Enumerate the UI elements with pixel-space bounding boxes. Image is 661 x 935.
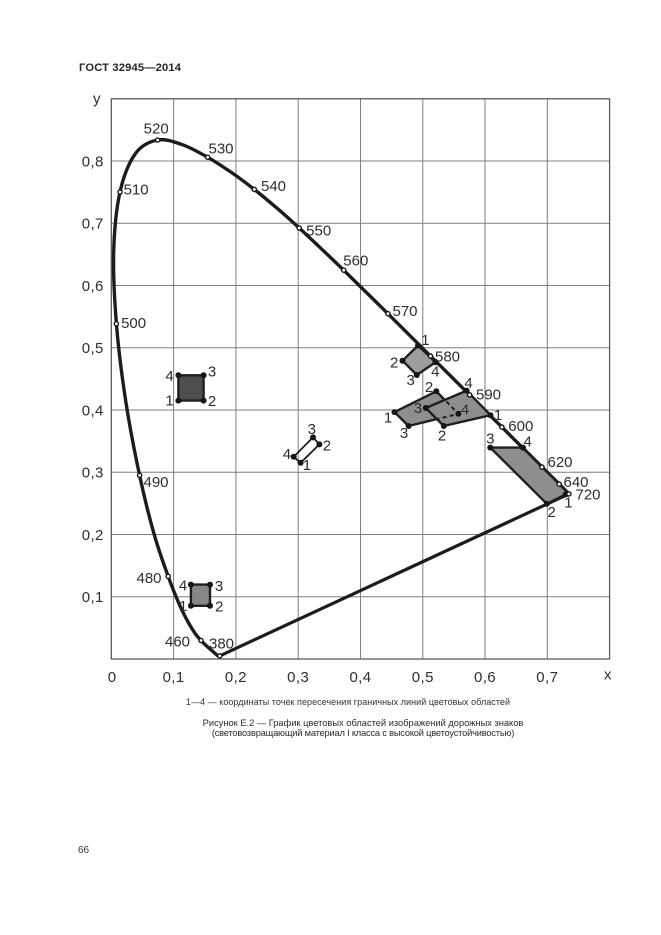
svg-text:4: 4 — [283, 446, 291, 463]
svg-text:4: 4 — [165, 368, 173, 385]
svg-text:0,6: 0,6 — [474, 669, 496, 686]
svg-text:4: 4 — [179, 577, 187, 594]
svg-text:2: 2 — [425, 379, 433, 396]
svg-text:y: y — [93, 91, 101, 108]
svg-text:2: 2 — [548, 504, 556, 521]
svg-text:460: 460 — [165, 633, 190, 650]
svg-text:1: 1 — [421, 332, 429, 349]
svg-text:530: 530 — [208, 140, 233, 157]
svg-text:1: 1 — [494, 407, 502, 424]
svg-text:720: 720 — [575, 487, 600, 504]
svg-text:2: 2 — [208, 393, 216, 410]
svg-text:1: 1 — [165, 393, 173, 410]
svg-text:0,3: 0,3 — [82, 465, 104, 482]
svg-text:560: 560 — [343, 253, 368, 270]
svg-text:0,2: 0,2 — [225, 669, 247, 686]
svg-text:490: 490 — [143, 474, 168, 491]
svg-text:0,4: 0,4 — [82, 402, 104, 419]
svg-text:0,6: 0,6 — [82, 278, 104, 295]
svg-text:3: 3 — [414, 400, 422, 417]
svg-text:480: 480 — [136, 570, 161, 587]
svg-text:1: 1 — [179, 598, 187, 615]
svg-text:0,5: 0,5 — [412, 669, 434, 686]
svg-text:520: 520 — [144, 121, 169, 138]
svg-text:1: 1 — [384, 410, 392, 427]
svg-text:3: 3 — [400, 425, 408, 442]
svg-text:4: 4 — [524, 434, 532, 451]
svg-text:620: 620 — [547, 454, 572, 471]
svg-text:3: 3 — [407, 372, 415, 389]
svg-text:550: 550 — [306, 222, 331, 239]
svg-text:510: 510 — [124, 182, 149, 199]
svg-text:640: 640 — [563, 474, 588, 491]
svg-text:2: 2 — [390, 355, 398, 372]
svg-text:0,1: 0,1 — [163, 669, 185, 686]
svg-text:0,3: 0,3 — [287, 669, 309, 686]
svg-text:0,8: 0,8 — [82, 153, 104, 170]
svg-text:4: 4 — [464, 375, 472, 392]
svg-text:590: 590 — [476, 387, 501, 404]
svg-text:2: 2 — [323, 438, 331, 455]
svg-text:0,2: 0,2 — [82, 527, 104, 544]
svg-text:4: 4 — [431, 364, 439, 381]
svg-text:570: 570 — [392, 303, 417, 320]
svg-text:3: 3 — [215, 578, 223, 595]
svg-text:2: 2 — [215, 599, 223, 616]
svg-text:0,7: 0,7 — [82, 216, 104, 233]
svg-text:2: 2 — [438, 427, 446, 444]
svg-text:1: 1 — [303, 457, 311, 474]
svg-text:3: 3 — [208, 364, 216, 381]
svg-text:4: 4 — [461, 402, 469, 419]
svg-text:0: 0 — [108, 669, 117, 686]
svg-text:3: 3 — [308, 421, 316, 438]
svg-text:380: 380 — [209, 635, 234, 652]
svg-text:540: 540 — [261, 178, 286, 195]
svg-text:1: 1 — [564, 494, 572, 511]
svg-text:0,4: 0,4 — [349, 669, 371, 686]
svg-text:600: 600 — [508, 418, 533, 435]
svg-text:x: x — [604, 667, 612, 684]
svg-text:500: 500 — [121, 315, 146, 332]
svg-text:0,5: 0,5 — [82, 340, 104, 357]
svg-text:3: 3 — [486, 430, 494, 447]
svg-text:0,7: 0,7 — [536, 669, 558, 686]
svg-text:0,1: 0,1 — [82, 589, 104, 606]
svg-text:580: 580 — [435, 348, 460, 365]
